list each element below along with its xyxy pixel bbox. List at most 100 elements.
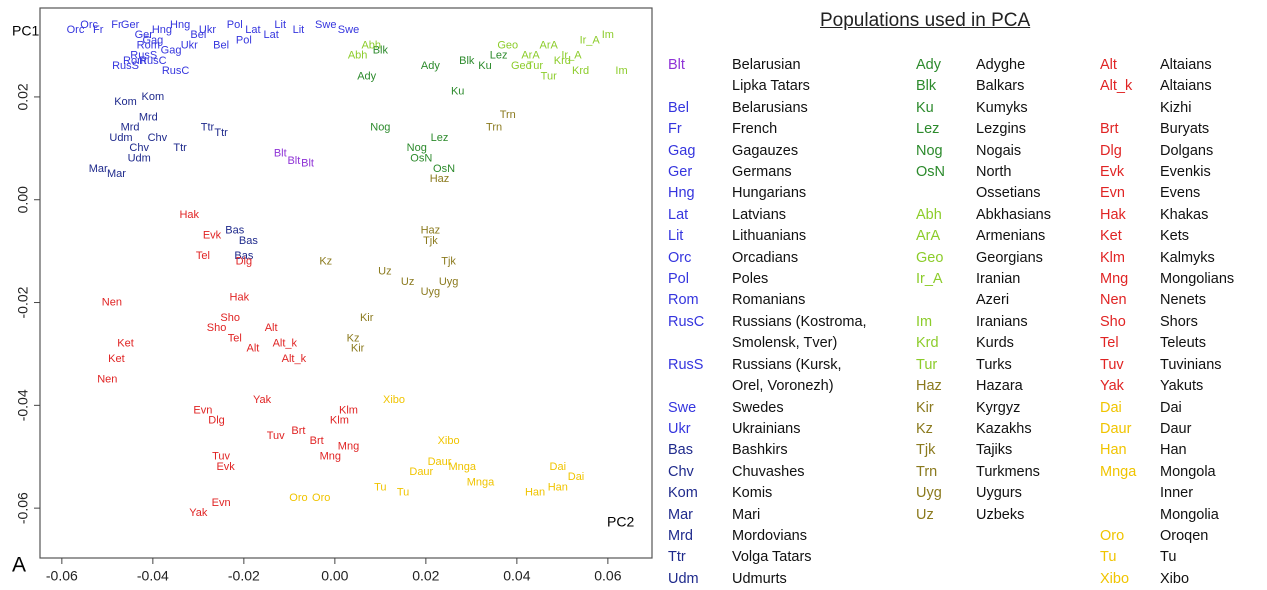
point-label: Rom [137, 39, 160, 51]
point-label: Udm [128, 153, 151, 165]
legend-name: Bashkirs [732, 442, 788, 459]
legend-entry: Tel Teleuts [1100, 333, 1234, 354]
legend-code: Ttr [668, 549, 686, 566]
point-label: RusC [162, 65, 190, 77]
legend-code: Lit [668, 228, 684, 245]
legend-name: Abkhasians [976, 206, 1051, 223]
legend-entry: Hng Hungarians [668, 183, 867, 204]
legend-entry: Dai Dai [1100, 398, 1234, 419]
legend-code: Tjk [916, 442, 936, 459]
point-label: Xibo [383, 394, 405, 406]
y-tick-label: 0.02 [15, 83, 31, 110]
legend-name: Chuvashes [732, 463, 805, 480]
legend-code: Hak [1100, 206, 1126, 223]
point-label: Ger [135, 29, 154, 41]
point-label: Ttr [201, 122, 215, 134]
point-label: OsN [433, 163, 455, 175]
legend-title: Populations used in PCA [820, 10, 1031, 31]
point-label: Mar [89, 163, 108, 175]
point-label: Orc [67, 24, 85, 36]
point-label: Im [602, 29, 614, 41]
legend-name: Evenkis [1160, 164, 1211, 181]
legend-entry: Nen Nenets [1100, 290, 1234, 311]
legend-entry: Kir Kyrgyz [916, 398, 1051, 419]
point-label: Tur [541, 70, 557, 82]
legend-name: Iranian Azeri [976, 271, 1021, 309]
point-label: Ger [121, 19, 140, 31]
legend-code: Nen [1100, 292, 1127, 309]
point-label: Ket [117, 338, 134, 350]
point-label: Lez [490, 50, 508, 62]
point-label: Hak [230, 291, 250, 303]
point-label: Geo [511, 60, 532, 72]
legend-entry: Ttr Volga Tatars [668, 547, 867, 568]
legend-entry: Mnga Mongola Inner Mongolia [1100, 462, 1234, 526]
legend-entry: Nog Nogais [916, 141, 1051, 162]
legend-name: Komis [732, 485, 773, 502]
legend-code: Brt [1100, 121, 1119, 138]
legend-entry: Trn Turkmens [916, 462, 1051, 483]
point-label: Pol [227, 19, 243, 31]
point-label: Alt [265, 322, 278, 334]
point-label: Klm [330, 415, 349, 427]
legend-name: Mongolians [1160, 271, 1235, 288]
point-label: Blk [459, 55, 475, 67]
legend-name: Lezgins [976, 121, 1026, 138]
legend-entry: Kom Komis [668, 483, 867, 504]
legend-entry: ArA Armenians [916, 226, 1051, 247]
legend-code: Mrd [668, 527, 693, 544]
legend-code: Bel [668, 99, 689, 116]
legend-code: Sho [1100, 313, 1126, 330]
point-label: Blt [287, 155, 300, 167]
point-label: Nog [407, 142, 427, 154]
legend-name: Turkmens [976, 463, 1040, 480]
legend-name: Adyghe [976, 57, 1026, 73]
point-label: Klm [339, 404, 358, 416]
point-label: Mnga [448, 461, 476, 473]
legend-entry: Mng Mongolians [1100, 269, 1234, 290]
legend-name: Dai [1160, 399, 1182, 416]
legend-entry: Ket Kets [1100, 226, 1234, 247]
point-label: Fr [93, 24, 104, 36]
legend-code: Dai [1100, 399, 1122, 416]
legend-name: Uzbeks [976, 506, 1025, 523]
legend-name: Balkars [976, 78, 1025, 95]
point-label: Blk [373, 45, 389, 57]
point-label: Yak [189, 507, 208, 519]
point-label: Ttr [214, 127, 228, 139]
point-label: Kom [142, 91, 165, 103]
legend-code: Yak [1100, 378, 1124, 395]
legend-code: Ket [1100, 228, 1122, 245]
legend-code: Tel [1100, 335, 1119, 352]
point-label: Ttr [173, 142, 187, 154]
legend-code: Lat [668, 206, 689, 223]
legend-entry: Alt Altaians [1100, 55, 1234, 76]
legend-code: Uz [916, 506, 934, 523]
legend-code: OsN [916, 164, 945, 181]
x-axis-label: PC2 [607, 514, 634, 530]
legend-entry: Bas Bashkirs [668, 440, 867, 461]
legend-column: Alt Altaians Alt_k Altaians Kizhi Brt Buryats… [1100, 55, 1234, 590]
legend-code: Kir [916, 399, 934, 416]
legend-entry: Brt Buryats [1100, 119, 1234, 140]
legend-code: Udm [668, 570, 699, 587]
legend-code: Mng [1100, 271, 1129, 288]
legend-entry: Udm Udmurts [668, 569, 867, 590]
legend-entry: Uz Uzbeks [916, 505, 1051, 526]
y-axis-label: PC1 [12, 23, 39, 39]
point-label: Fr [111, 19, 122, 31]
legend-code: RusS [668, 356, 704, 373]
legend-name: Altaians [1160, 57, 1212, 73]
point-label: Dlg [236, 255, 253, 267]
point-label: Uyg [439, 276, 459, 288]
point-label: Kz [347, 332, 360, 344]
legend-code: Klm [1100, 249, 1125, 266]
point-label: Tu [374, 481, 386, 493]
legend-code: Bas [668, 442, 693, 459]
point-label: Pol [236, 34, 252, 46]
point-label: Evk [203, 230, 222, 242]
legend-code: Geo [916, 249, 944, 266]
legend-entry: Swe Swedes [668, 398, 867, 419]
legend-code: Alt [1100, 57, 1117, 73]
point-label: Abh [348, 50, 368, 62]
